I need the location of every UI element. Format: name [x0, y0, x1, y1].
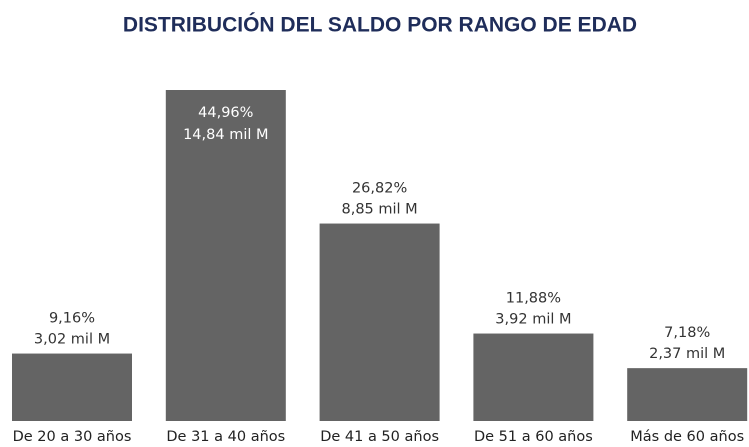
value-label: 7,18% [664, 325, 710, 341]
amount-label: 14,84 mil M [183, 127, 268, 143]
value-label: 26,82% [352, 181, 407, 197]
value-label: 11,88% [506, 291, 561, 307]
x-tick-label: De 31 a 40 años [166, 429, 285, 445]
bar [165, 90, 286, 421]
bar [473, 333, 594, 421]
amount-label: 2,37 mil M [649, 346, 725, 362]
bar [627, 368, 748, 421]
x-tick-label: De 20 a 30 años [13, 429, 132, 445]
amount-label: 3,92 mil M [495, 312, 571, 328]
x-tick-label: De 41 a 50 años [320, 429, 439, 445]
x-tick-label: De 51 a 60 años [474, 429, 593, 445]
chart-title: DISTRIBUCIÓN DEL SALDO POR RANGO DE EDAD [123, 13, 637, 37]
x-tick-label: Más de 60 años [630, 429, 744, 445]
value-label: 9,16% [49, 311, 95, 327]
amount-label: 3,02 mil M [34, 332, 110, 348]
bar [319, 223, 440, 421]
value-label: 44,96% [198, 105, 253, 121]
bar [12, 353, 132, 421]
amount-label: 8,85 mil M [341, 202, 417, 218]
